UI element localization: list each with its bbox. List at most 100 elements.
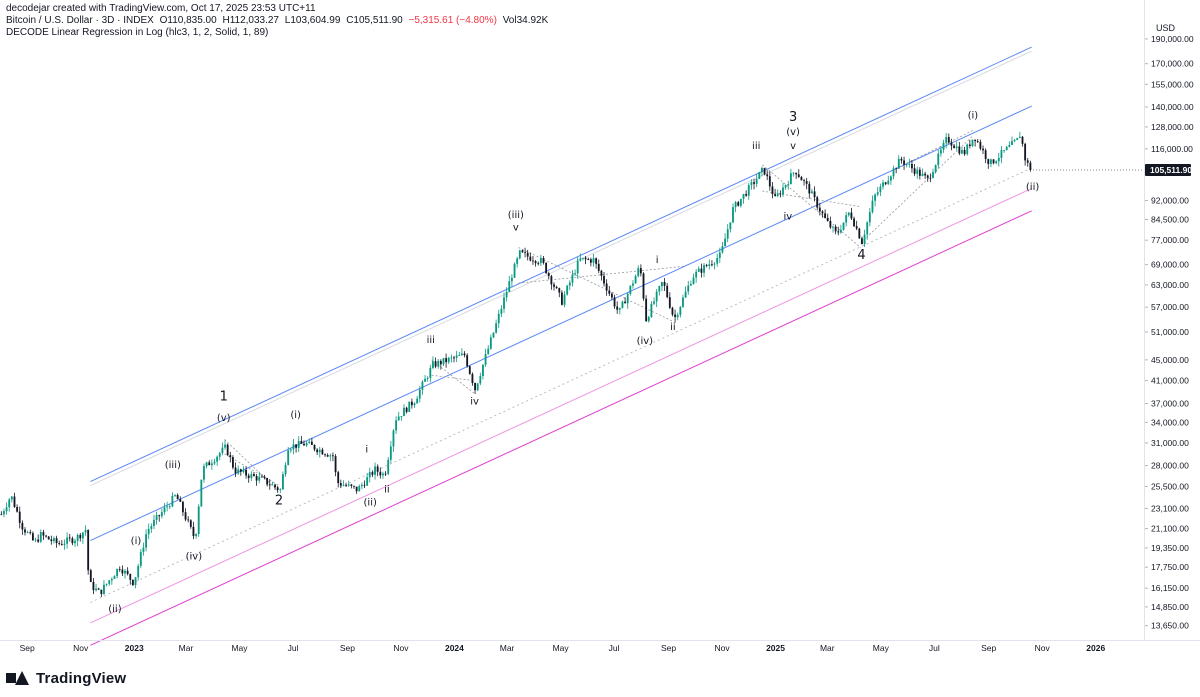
candle-body xyxy=(811,191,813,194)
candle-body xyxy=(324,454,326,456)
candle-body xyxy=(766,174,769,177)
wave-label: i xyxy=(365,444,368,455)
candle-body xyxy=(124,570,126,574)
candle-body xyxy=(850,212,853,219)
candle-body xyxy=(121,569,124,574)
candle-body xyxy=(1005,146,1008,151)
candle-body xyxy=(661,282,663,287)
candle-body xyxy=(724,238,727,247)
candle-body xyxy=(255,476,258,481)
candle-body xyxy=(824,213,827,218)
candle-body xyxy=(5,507,8,512)
candle-body xyxy=(468,366,471,374)
price-tick-label: 155,000.00 xyxy=(1151,79,1194,89)
time-tick-label: Sep xyxy=(20,643,35,653)
candle-body xyxy=(74,540,76,544)
candle-body xyxy=(868,212,871,223)
candle-body xyxy=(1003,150,1005,151)
candle-body xyxy=(187,519,190,521)
candle-body xyxy=(968,144,971,147)
candle-body xyxy=(413,403,416,406)
candle-body xyxy=(884,182,887,185)
candle-body xyxy=(229,455,232,458)
symbol-title[interactable]: Bitcoin / U.S. Dollar · 3D · INDEX xyxy=(6,15,154,26)
candle-body xyxy=(192,526,195,537)
candle-body xyxy=(587,259,590,261)
candle-body xyxy=(821,211,824,214)
candle-body xyxy=(492,332,495,338)
tradingview-brand[interactable]: TradingView xyxy=(6,668,126,688)
candle-body xyxy=(826,217,829,221)
candle-body xyxy=(913,168,916,174)
candle-body xyxy=(108,580,111,584)
wave-label: iv xyxy=(470,397,479,408)
wave-label: (iii) xyxy=(508,210,524,221)
candle-body xyxy=(224,444,226,448)
candle-body xyxy=(489,337,492,349)
candle-body xyxy=(424,378,426,382)
candle-body xyxy=(521,250,524,253)
candle-body xyxy=(539,258,542,264)
indicator-legend[interactable]: DECODE Linear Regression in Log (hlc3, 1… xyxy=(6,27,269,38)
candle-body xyxy=(395,420,398,431)
candle-body xyxy=(863,234,866,245)
candle-body xyxy=(547,273,550,277)
candle-body xyxy=(703,265,705,273)
regression-channel xyxy=(90,46,1032,646)
time-tick-label: May xyxy=(873,643,890,653)
candle-body xyxy=(595,258,598,264)
candle-body xyxy=(745,194,748,196)
candle-body xyxy=(147,528,150,535)
candle-body xyxy=(742,194,745,199)
candle-body xyxy=(445,358,448,363)
candle-body xyxy=(684,291,687,298)
wedge-line-1-b xyxy=(431,374,474,382)
candle-body xyxy=(658,286,661,292)
candle-body xyxy=(39,532,42,542)
channel-upper-inner xyxy=(90,105,1032,542)
candle-body xyxy=(858,228,861,239)
price-tick-label: 128,000.00 xyxy=(1151,122,1194,132)
candle-body xyxy=(734,202,737,208)
brand-name: TradingView xyxy=(36,669,127,687)
price-tick-label: 37,000.00 xyxy=(1151,398,1189,408)
wedge-line-4-a xyxy=(860,135,974,244)
candle-body xyxy=(382,473,384,476)
time-tick-label: May xyxy=(231,643,248,653)
candle-body xyxy=(68,537,71,539)
price-tick-label: 116,000.00 xyxy=(1151,144,1193,154)
candle-body xyxy=(263,476,266,479)
candle-body xyxy=(874,194,877,201)
candle-body xyxy=(679,306,682,315)
candle-body xyxy=(695,271,698,278)
price-tick-label: 31,000.00 xyxy=(1151,438,1189,448)
candle-body xyxy=(24,529,26,533)
price-tick-label: 63,000.00 xyxy=(1151,280,1189,290)
candle-body xyxy=(226,444,229,456)
candle-body xyxy=(732,207,734,223)
candle-body xyxy=(963,150,966,155)
wave-label: 1 xyxy=(220,389,228,404)
candle-body xyxy=(47,536,50,540)
candle-body xyxy=(345,485,348,486)
wave-label: (ii) xyxy=(108,604,121,615)
wave-label: (i) xyxy=(131,536,142,547)
candle-body xyxy=(384,473,387,475)
candle-body xyxy=(253,474,255,477)
candle-body xyxy=(605,283,608,291)
candle-body xyxy=(716,257,719,264)
candle-body xyxy=(10,496,13,500)
candle-body xyxy=(961,150,963,154)
candle-body xyxy=(145,534,147,548)
price-tick-label: 21,100.00 xyxy=(1151,524,1189,534)
candle-body xyxy=(534,261,537,264)
candle-body xyxy=(674,314,677,318)
candle-body xyxy=(687,285,690,292)
wave-label: ii xyxy=(384,485,390,496)
price-tick-label: 84,500.00 xyxy=(1151,214,1189,224)
candle-body xyxy=(713,263,716,265)
wave-label: 4 xyxy=(857,248,865,263)
candle-body xyxy=(784,185,787,188)
candle-body xyxy=(582,257,584,259)
